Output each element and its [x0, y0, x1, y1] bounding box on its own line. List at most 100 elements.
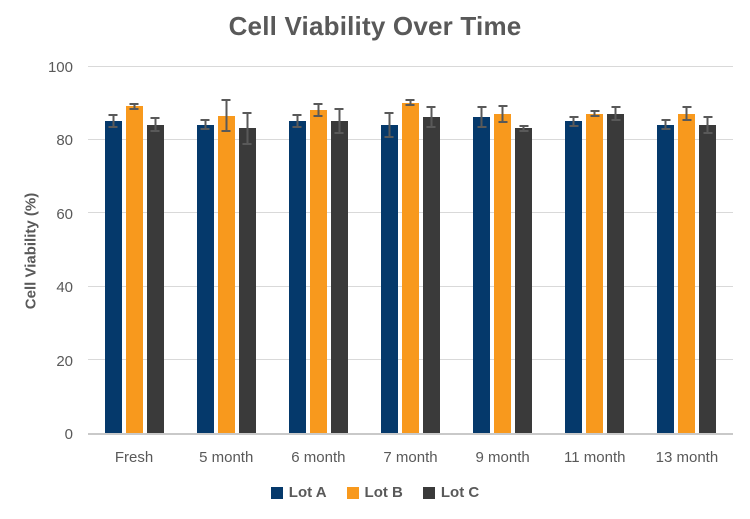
bar-slot: [104, 68, 122, 433]
legend-swatch-icon: [270, 486, 283, 499]
bar-group-13-month: [641, 68, 733, 433]
error-bar-line: [593, 112, 596, 116]
error-bar: [242, 111, 252, 145]
error-bar: [477, 106, 487, 129]
error-bar: [108, 113, 118, 129]
error-bar: [569, 115, 579, 127]
bar-lot-a: [565, 121, 583, 433]
error-bar-line: [246, 113, 249, 143]
y-tick-label: 100: [47, 59, 73, 76]
bar-slot: [607, 68, 625, 433]
error-bar: [129, 102, 139, 111]
bar-lot-c: [330, 121, 348, 433]
bar-slot: [678, 68, 696, 433]
error-bar-line: [706, 117, 709, 132]
error-bar: [611, 106, 621, 122]
bar-lot-b: [217, 115, 235, 433]
error-bar-line: [501, 106, 504, 121]
bar-slot: [146, 68, 164, 433]
error-bar-line: [317, 104, 320, 116]
plot-area: [88, 65, 733, 435]
error-bar-line: [664, 121, 667, 129]
error-bar-line: [522, 126, 525, 131]
bar-lot-b: [125, 106, 143, 433]
bar-group-9-month: [457, 68, 549, 433]
error-bar-line: [204, 121, 207, 129]
bar-lot-b: [586, 113, 604, 433]
y-tick-label: 80: [56, 132, 73, 150]
bar-slot: [657, 68, 675, 433]
bar-slot: [422, 68, 440, 433]
error-bar: [221, 99, 231, 133]
bar-group-11-month: [549, 68, 641, 433]
y-tick-label: 40: [56, 279, 73, 297]
x-axis-label: 9 month: [475, 449, 530, 466]
bar-group-7-month: [364, 68, 456, 433]
bar-slot: [473, 68, 491, 433]
x-axis-label: 5 month: [199, 449, 254, 466]
y-tick-label: 20: [56, 352, 73, 370]
legend-label: Lot B: [364, 484, 403, 501]
bar-slot: [217, 68, 235, 433]
legend: Lot A Lot B Lot C: [0, 484, 750, 501]
error-bar-line: [133, 104, 136, 109]
legend-swatch-icon: [346, 486, 359, 499]
error-bar: [519, 124, 529, 133]
error-bar: [292, 113, 302, 129]
error-bar-line: [480, 108, 483, 127]
x-axis-label: Fresh: [114, 449, 154, 466]
bar-slot: [515, 68, 533, 433]
bar-lot-a: [288, 121, 306, 433]
bar-lot-a: [104, 121, 122, 433]
bar-lot-a: [196, 124, 214, 433]
error-bar: [200, 119, 210, 131]
error-bar-line: [685, 108, 688, 120]
error-bar: [405, 99, 415, 107]
bar-lot-a: [380, 124, 398, 433]
error-bar: [426, 106, 436, 129]
bar-slot: [309, 68, 327, 433]
bar-lot-a: [657, 124, 675, 433]
error-bar: [661, 119, 671, 131]
y-axis: 0 20 40 60 80 100: [28, 59, 73, 443]
bar-slot: [586, 68, 604, 433]
error-bar-line: [296, 115, 299, 127]
error-bar-line: [388, 113, 391, 136]
bar-group-6-month: [272, 68, 364, 433]
bar-lot-c: [146, 124, 164, 433]
error-bar-line: [614, 108, 617, 120]
error-bar: [150, 117, 160, 133]
x-axis-label: 11 month: [564, 449, 626, 466]
error-bar: [334, 108, 344, 134]
bar-lot-c: [238, 128, 256, 433]
bar-slot: [699, 68, 717, 433]
error-bar-line: [225, 101, 228, 131]
bar-slot: [288, 68, 306, 433]
bar-group-5-month: [180, 68, 272, 433]
x-axis-label: 6 month: [291, 449, 346, 466]
legend-item-lot-c: Lot C: [422, 484, 479, 501]
bar-lot-a: [473, 117, 491, 433]
error-bar: [498, 104, 508, 123]
y-tick-label: 60: [56, 205, 73, 223]
error-bar-line: [338, 110, 341, 132]
x-axis-label: 7 month: [383, 449, 438, 466]
bar-slot: [494, 68, 512, 433]
legend-label: Lot A: [288, 484, 327, 501]
bar-lot-c: [515, 128, 533, 433]
bar-slot: [565, 68, 583, 433]
bar-lot-b: [494, 113, 512, 433]
bar-lot-c: [699, 124, 717, 433]
chart-title: Cell Viability Over Time: [228, 11, 522, 41]
gridline-100: [88, 65, 733, 67]
error-bar-line: [409, 101, 412, 105]
error-bar: [682, 106, 692, 122]
error-bar-line: [572, 117, 575, 125]
error-bar: [703, 115, 713, 134]
bar-lot-c: [607, 113, 625, 433]
bar-slot: [330, 68, 348, 433]
bar-slot: [196, 68, 214, 433]
bar-lot-b: [678, 113, 696, 433]
bar-lot-b: [401, 102, 419, 433]
